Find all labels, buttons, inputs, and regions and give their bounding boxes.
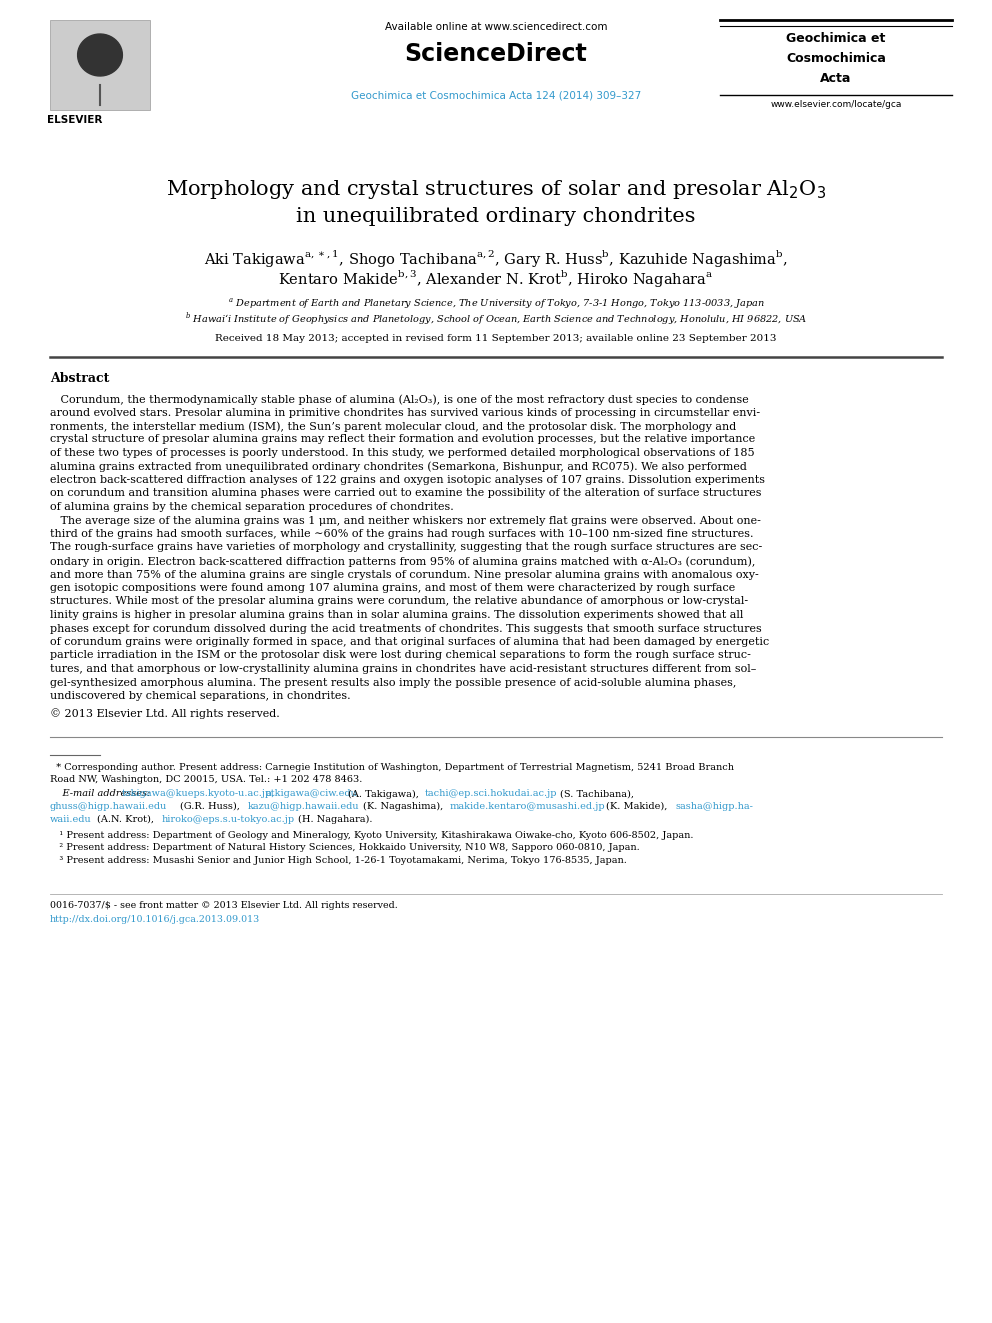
Text: sasha@higp.ha-: sasha@higp.ha- xyxy=(675,802,753,811)
Text: crystal structure of presolar alumina grains may reflect their formation and evo: crystal structure of presolar alumina gr… xyxy=(50,434,755,445)
Text: (H. Nagahara).: (H. Nagahara). xyxy=(298,815,373,824)
Text: ghuss@higp.hawaii.edu: ghuss@higp.hawaii.edu xyxy=(50,802,168,811)
Text: hiroko@eps.s.u-tokyo.ac.jp: hiroko@eps.s.u-tokyo.ac.jp xyxy=(162,815,296,823)
Text: waii.edu: waii.edu xyxy=(50,815,91,823)
Text: Kentaro Makide$^{\mathregular{b,3}}$, Alexander N. Krot$^{\mathregular{b}}$, Hir: Kentaro Makide$^{\mathregular{b,3}}$, Al… xyxy=(278,269,714,288)
Text: alumina grains extracted from unequilibrated ordinary chondrites (Semarkona, Bis: alumina grains extracted from unequilibr… xyxy=(50,462,747,472)
Text: (K. Nagashima),: (K. Nagashima), xyxy=(363,802,443,811)
Text: ² Present address: Department of Natural History Sciences, Hokkaido University, : ² Present address: Department of Natural… xyxy=(50,844,640,852)
Text: © 2013 Elsevier Ltd. All rights reserved.: © 2013 Elsevier Ltd. All rights reserved… xyxy=(50,709,280,720)
Text: Aki Takigawa$^{\mathregular{a,\ast,1}}$, Shogo Tachibana$^{\mathregular{a,2}}$, : Aki Takigawa$^{\mathregular{a,\ast,1}}$,… xyxy=(204,247,788,269)
Text: ondary in origin. Electron back-scattered diffraction patterns from 95% of alumi: ondary in origin. Electron back-scattere… xyxy=(50,556,755,566)
Text: ¹ Present address: Department of Geology and Mineralogy, Kyoto University, Kitas: ¹ Present address: Department of Geology… xyxy=(50,831,693,840)
Text: structures. While most of the presolar alumina grains were corundum, the relativ: structures. While most of the presolar a… xyxy=(50,597,748,606)
Text: gel-synthesized amorphous alumina. The present results also imply the possible p: gel-synthesized amorphous alumina. The p… xyxy=(50,677,736,688)
Text: Corundum, the thermodynamically stable phase of alumina (Al₂O₃), is one of the m: Corundum, the thermodynamically stable p… xyxy=(50,394,749,405)
Text: phases except for corundum dissolved during the acid treatments of chondrites. T: phases except for corundum dissolved dur… xyxy=(50,623,762,634)
Text: $^{\mathregular{b}}$ Hawaiʻi Institute of Geophysics and Planetology, School of : $^{\mathregular{b}}$ Hawaiʻi Institute o… xyxy=(185,311,807,328)
Text: Road NW, Washington, DC 20015, USA. Tel.: +1 202 478 8463.: Road NW, Washington, DC 20015, USA. Tel.… xyxy=(50,775,362,785)
Text: gen isotopic compositions were found among 107 alumina grains, and most of them : gen isotopic compositions were found amo… xyxy=(50,583,735,593)
Text: linity grains is higher in presolar alumina grains than in solar alumina grains.: linity grains is higher in presolar alum… xyxy=(50,610,743,620)
Text: takigawa@kueps.kyoto-u.ac.jp,: takigawa@kueps.kyoto-u.ac.jp, xyxy=(122,790,276,799)
Text: third of the grains had smooth surfaces, while ∼60% of the grains had rough surf: third of the grains had smooth surfaces,… xyxy=(50,529,754,538)
Text: The rough-surface grains have varieties of morphology and crystallinity, suggest: The rough-surface grains have varieties … xyxy=(50,542,762,553)
Text: of corundum grains were originally formed in space, and that original surfaces o: of corundum grains were originally forme… xyxy=(50,636,769,647)
Text: $^{\mathregular{a}}$ Department of Earth and Planetary Science, The University o: $^{\mathregular{a}}$ Department of Earth… xyxy=(227,296,765,311)
Text: Morphology and crystal structures of solar and presolar Al$_2$O$_3$: Morphology and crystal structures of sol… xyxy=(166,179,826,201)
Text: atkigawa@ciw.edu: atkigawa@ciw.edu xyxy=(265,790,357,799)
Text: undiscovered by chemical separations, in chondrites.: undiscovered by chemical separations, in… xyxy=(50,691,350,701)
Text: ELSEVIER: ELSEVIER xyxy=(48,115,103,124)
Text: electron back-scattered diffraction analyses of 122 grains and oxygen isotopic a: electron back-scattered diffraction anal… xyxy=(50,475,765,486)
Text: makide.kentaro@musashi.ed.jp: makide.kentaro@musashi.ed.jp xyxy=(450,802,606,811)
Text: E-mail addresses:: E-mail addresses: xyxy=(50,790,154,799)
Text: and more than 75% of the alumina grains are single crystals of corundum. Nine pr: and more than 75% of the alumina grains … xyxy=(50,569,759,579)
Text: of these two types of processes is poorly understood. In this study, we performe: of these two types of processes is poorl… xyxy=(50,448,755,458)
Text: (G.R. Huss),: (G.R. Huss), xyxy=(180,802,240,811)
Text: kazu@higp.hawaii.edu: kazu@higp.hawaii.edu xyxy=(248,802,360,811)
Text: Available online at www.sciencedirect.com: Available online at www.sciencedirect.co… xyxy=(385,22,607,32)
Text: Acta: Acta xyxy=(820,71,852,85)
Text: particle irradiation in the ISM or the protosolar disk were lost during chemical: particle irradiation in the ISM or the p… xyxy=(50,651,751,660)
Text: tachi@ep.sci.hokudai.ac.jp: tachi@ep.sci.hokudai.ac.jp xyxy=(425,790,558,799)
Polygon shape xyxy=(77,34,122,75)
Text: on corundum and transition alumina phases were carried out to examine the possib: on corundum and transition alumina phase… xyxy=(50,488,762,499)
Text: tures, and that amorphous or low-crystallinity alumina grains in chondrites have: tures, and that amorphous or low-crystal… xyxy=(50,664,756,673)
Text: Cosmochimica: Cosmochimica xyxy=(786,52,886,65)
Text: * Corresponding author. Present address: Carnegie Institution of Washington, Dep: * Corresponding author. Present address:… xyxy=(50,762,734,771)
Text: around evolved stars. Presolar alumina in primitive chondrites has survived vari: around evolved stars. Presolar alumina i… xyxy=(50,407,760,418)
Text: (A. Takigawa),: (A. Takigawa), xyxy=(348,790,419,799)
Text: ronments, the interstellar medium (ISM), the Sun’s parent molecular cloud, and t: ronments, the interstellar medium (ISM),… xyxy=(50,421,736,431)
Text: (A.N. Krot),: (A.N. Krot), xyxy=(97,815,154,823)
Text: in unequilibrated ordinary chondrites: in unequilibrated ordinary chondrites xyxy=(297,206,695,226)
Text: Abstract: Abstract xyxy=(50,372,109,385)
Text: (S. Tachibana),: (S. Tachibana), xyxy=(560,790,634,799)
Text: of alumina grains by the chemical separation procedures of chondrites.: of alumina grains by the chemical separa… xyxy=(50,501,453,512)
Text: www.elsevier.com/locate/gca: www.elsevier.com/locate/gca xyxy=(771,101,902,108)
Text: ³ Present address: Musashi Senior and Junior High School, 1-26-1 Toyotamakami, N: ³ Present address: Musashi Senior and Ju… xyxy=(50,856,627,865)
Text: The average size of the alumina grains was 1 μm, and neither whiskers nor extrem: The average size of the alumina grains w… xyxy=(50,516,761,525)
Text: 0016-7037/$ - see front matter © 2013 Elsevier Ltd. All rights reserved.: 0016-7037/$ - see front matter © 2013 El… xyxy=(50,901,398,910)
Text: ScienceDirect: ScienceDirect xyxy=(405,42,587,66)
Text: Geochimica et: Geochimica et xyxy=(787,32,886,45)
Text: Received 18 May 2013; accepted in revised form 11 September 2013; available onli: Received 18 May 2013; accepted in revise… xyxy=(215,333,777,343)
FancyBboxPatch shape xyxy=(50,20,150,110)
Text: (K. Makide),: (K. Makide), xyxy=(606,802,668,811)
Text: http://dx.doi.org/10.1016/j.gca.2013.09.013: http://dx.doi.org/10.1016/j.gca.2013.09.… xyxy=(50,916,260,925)
Text: Geochimica et Cosmochimica Acta 124 (2014) 309–327: Geochimica et Cosmochimica Acta 124 (201… xyxy=(351,90,641,101)
